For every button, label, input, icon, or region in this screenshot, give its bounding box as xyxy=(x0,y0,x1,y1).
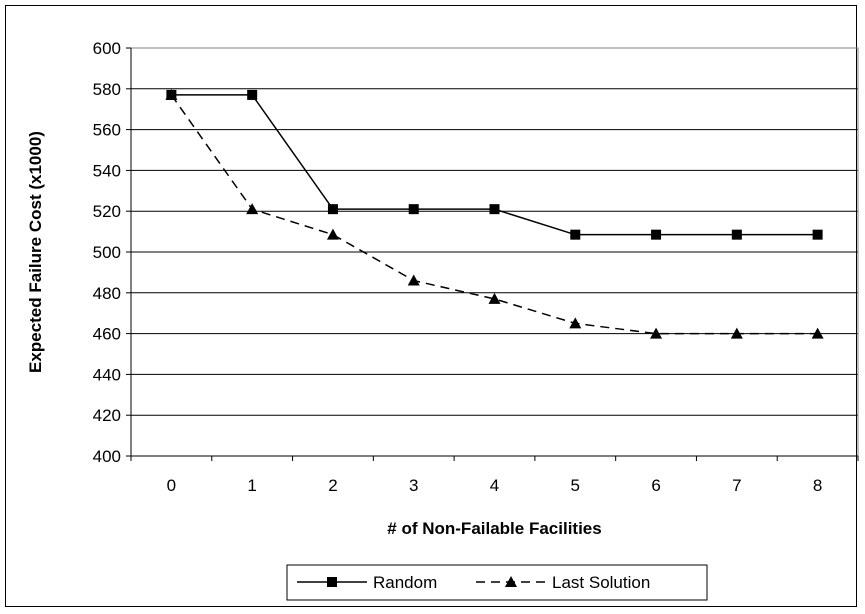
y-tick-label: 460 xyxy=(93,325,121,344)
y-tick-label: 480 xyxy=(93,284,121,303)
x-tick-label: 0 xyxy=(167,476,176,495)
legend-label-last-solution: Last Solution xyxy=(552,573,650,592)
gridlines xyxy=(131,47,858,416)
data-point xyxy=(651,229,662,240)
y-tick-label: 520 xyxy=(93,202,121,221)
chart-frame xyxy=(5,5,857,607)
x-tick-labels: 0 1 2 3 4 5 6 7 8 xyxy=(167,476,823,495)
y-tick-label: 540 xyxy=(93,161,121,180)
axes xyxy=(126,47,859,461)
data-point xyxy=(650,327,663,339)
legend-label-random: Random xyxy=(373,573,437,592)
data-point xyxy=(247,89,258,100)
series-random xyxy=(166,89,823,240)
data-point xyxy=(812,229,823,240)
data-point xyxy=(246,203,259,215)
data-point xyxy=(488,292,501,304)
data-point xyxy=(730,327,743,339)
x-tick-label: 5 xyxy=(571,476,580,495)
data-point xyxy=(811,327,824,339)
data-point xyxy=(489,204,500,215)
x-tick-label: 7 xyxy=(732,476,741,495)
series-group xyxy=(165,88,824,339)
y-tick-label: 500 xyxy=(93,243,121,262)
y-axis-title: Expected Failure Cost (x1000) xyxy=(26,131,45,373)
x-axis-title: # of Non-Failable Facilities xyxy=(387,519,601,538)
series-line xyxy=(170,94,818,335)
data-point xyxy=(731,229,742,240)
x-tick-label: 2 xyxy=(328,476,337,495)
y-tick-label: 420 xyxy=(93,406,121,425)
data-point xyxy=(327,204,338,215)
x-tick-label: 1 xyxy=(247,476,256,495)
data-point xyxy=(326,228,339,240)
x-tick-label: 3 xyxy=(409,476,418,495)
data-point xyxy=(407,274,420,286)
y-tick-label: 560 xyxy=(93,121,121,140)
data-point xyxy=(408,204,419,215)
y-tick-label: 580 xyxy=(93,80,121,99)
y-tick-label: 400 xyxy=(93,447,121,466)
x-tick-label: 6 xyxy=(651,476,660,495)
data-point xyxy=(569,317,582,329)
legend-marker-last-solution xyxy=(505,576,517,587)
y-tick-labels: 400 420 440 460 480 500 520 540 560 580 600 xyxy=(93,39,121,466)
y-tick-label: 600 xyxy=(93,39,121,58)
data-point xyxy=(570,229,581,240)
data-point xyxy=(165,88,178,100)
series-last-solution xyxy=(165,88,824,339)
x-tick-label: 4 xyxy=(490,476,499,495)
legend-marker-random xyxy=(327,577,337,587)
y-tick-label: 440 xyxy=(93,365,121,384)
legend: Random Last Solution xyxy=(286,564,708,601)
x-tick-label: 8 xyxy=(813,476,822,495)
